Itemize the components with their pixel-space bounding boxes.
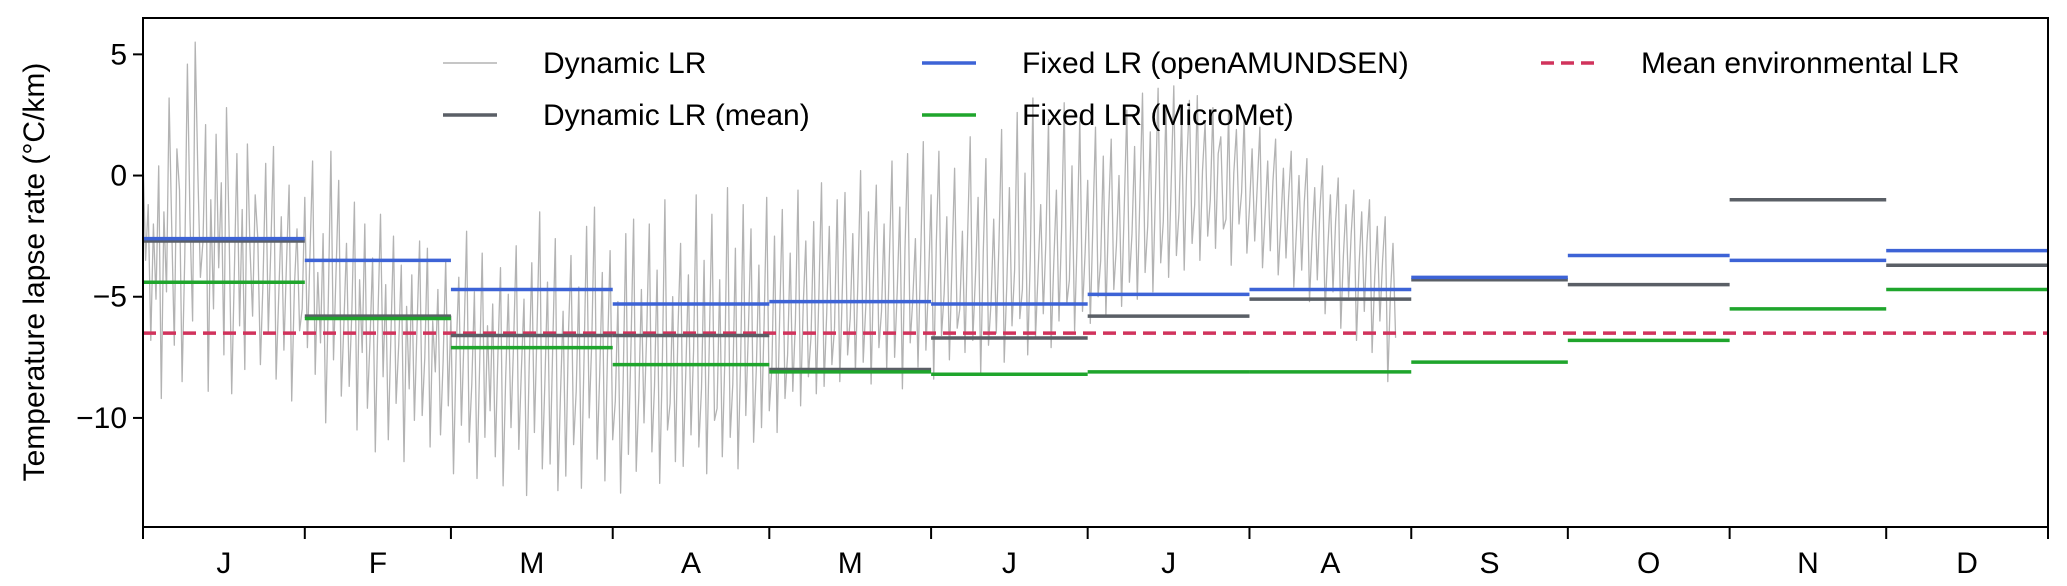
plot-frame	[142, 17, 2049, 528]
x-tick-label: O	[1637, 547, 1660, 580]
legend-label-dynamic: Dynamic LR	[543, 47, 706, 80]
y-tick-label: 0	[110, 160, 127, 193]
legend: Dynamic LR Dynamic LR (mean) Fixed LR (ope…	[443, 47, 1960, 132]
dynamic-lr-series	[142, 41, 1397, 497]
x-tick-label: F	[369, 547, 387, 580]
y-tick-label: 5	[110, 38, 127, 71]
legend-label-fixed-mm: Fixed LR (MicroMet)	[1022, 99, 1294, 132]
x-tick-label: A	[681, 547, 701, 580]
dynamic-lr-line	[142, 41, 1397, 497]
x-tick-label: S	[1480, 547, 1500, 580]
x-tick-label: M	[838, 547, 863, 580]
y-axis: 5 0 −5 −10	[76, 38, 143, 435]
legend-label-fixed-oa: Fixed LR (openAMUNDSEN)	[1022, 47, 1409, 80]
y-axis-title: Temperature lapse rate (°C/km)	[18, 63, 51, 482]
x-tick-label: M	[519, 547, 544, 580]
x-tick-label: N	[1797, 547, 1819, 580]
x-tick-label: J	[1161, 547, 1176, 580]
x-tick-label: J	[1002, 547, 1017, 580]
plot-background	[143, 18, 2048, 527]
x-tick-label: A	[1320, 547, 1340, 580]
y-tick-label: −10	[76, 402, 127, 435]
x-tick-label: D	[1956, 547, 1978, 580]
monthly-step-series	[143, 198, 2048, 377]
legend-label-env: Mean environmental LR	[1641, 47, 1960, 80]
y-tick-label: −5	[93, 281, 127, 314]
legend-label-dynamic-mean: Dynamic LR (mean)	[543, 99, 810, 132]
x-tick-label: J	[216, 547, 231, 580]
